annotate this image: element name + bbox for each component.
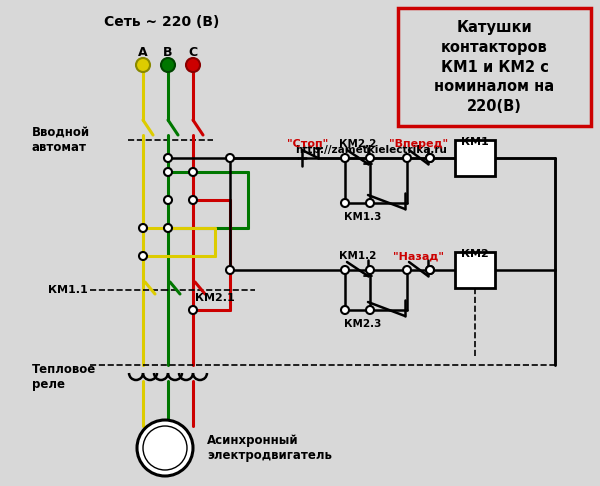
Text: КМ1.3: КМ1.3 [344, 212, 381, 222]
Text: КМ1: КМ1 [461, 137, 489, 147]
Text: Сеть ~ 220 (В): Сеть ~ 220 (В) [104, 15, 220, 29]
Text: "Назад": "Назад" [393, 251, 444, 261]
Circle shape [426, 266, 434, 274]
Text: КМ2.3: КМ2.3 [344, 319, 381, 329]
Circle shape [366, 199, 374, 207]
Circle shape [341, 154, 349, 162]
Circle shape [341, 199, 349, 207]
Circle shape [366, 306, 374, 314]
Text: "Вперед": "Вперед" [389, 139, 448, 149]
Circle shape [426, 154, 434, 162]
Circle shape [161, 58, 175, 72]
Circle shape [341, 266, 349, 274]
Text: КМ2.2: КМ2.2 [339, 139, 376, 149]
Circle shape [164, 224, 172, 232]
Text: Катушки
контакторов
КМ1 и КМ2 с
номиналом на
220(В): Катушки контакторов КМ1 и КМ2 с номинало… [434, 20, 554, 114]
Circle shape [403, 154, 411, 162]
Text: Асинхронный
электродвигатель: Асинхронный электродвигатель [207, 434, 332, 462]
Text: КМ1.1: КМ1.1 [48, 285, 88, 295]
Circle shape [341, 306, 349, 314]
Circle shape [139, 252, 147, 260]
Circle shape [426, 154, 434, 162]
Text: КМ2.1: КМ2.1 [195, 293, 235, 303]
Circle shape [186, 58, 200, 72]
Text: КМ1.2: КМ1.2 [339, 251, 376, 261]
Circle shape [143, 426, 187, 470]
Circle shape [164, 168, 172, 176]
FancyBboxPatch shape [398, 8, 591, 126]
Text: Тепловое
реле: Тепловое реле [32, 363, 96, 391]
Circle shape [426, 266, 434, 274]
FancyBboxPatch shape [455, 140, 495, 176]
Circle shape [366, 154, 374, 162]
Text: КМ2: КМ2 [461, 249, 489, 259]
Circle shape [189, 168, 197, 176]
Text: http://zametkielectrika.ru: http://zametkielectrika.ru [295, 145, 447, 155]
Circle shape [137, 420, 193, 476]
FancyBboxPatch shape [455, 252, 495, 288]
Text: A: A [138, 46, 148, 58]
Circle shape [403, 266, 411, 274]
Text: B: B [163, 46, 173, 58]
Circle shape [189, 306, 197, 314]
Circle shape [366, 266, 374, 274]
Text: C: C [188, 46, 197, 58]
Text: Вводной
автомат: Вводной автомат [32, 126, 90, 154]
Circle shape [226, 154, 234, 162]
Circle shape [164, 196, 172, 204]
Circle shape [226, 266, 234, 274]
Circle shape [189, 196, 197, 204]
Circle shape [136, 58, 150, 72]
Circle shape [164, 154, 172, 162]
Circle shape [139, 224, 147, 232]
Text: "Стоп": "Стоп" [287, 139, 329, 149]
